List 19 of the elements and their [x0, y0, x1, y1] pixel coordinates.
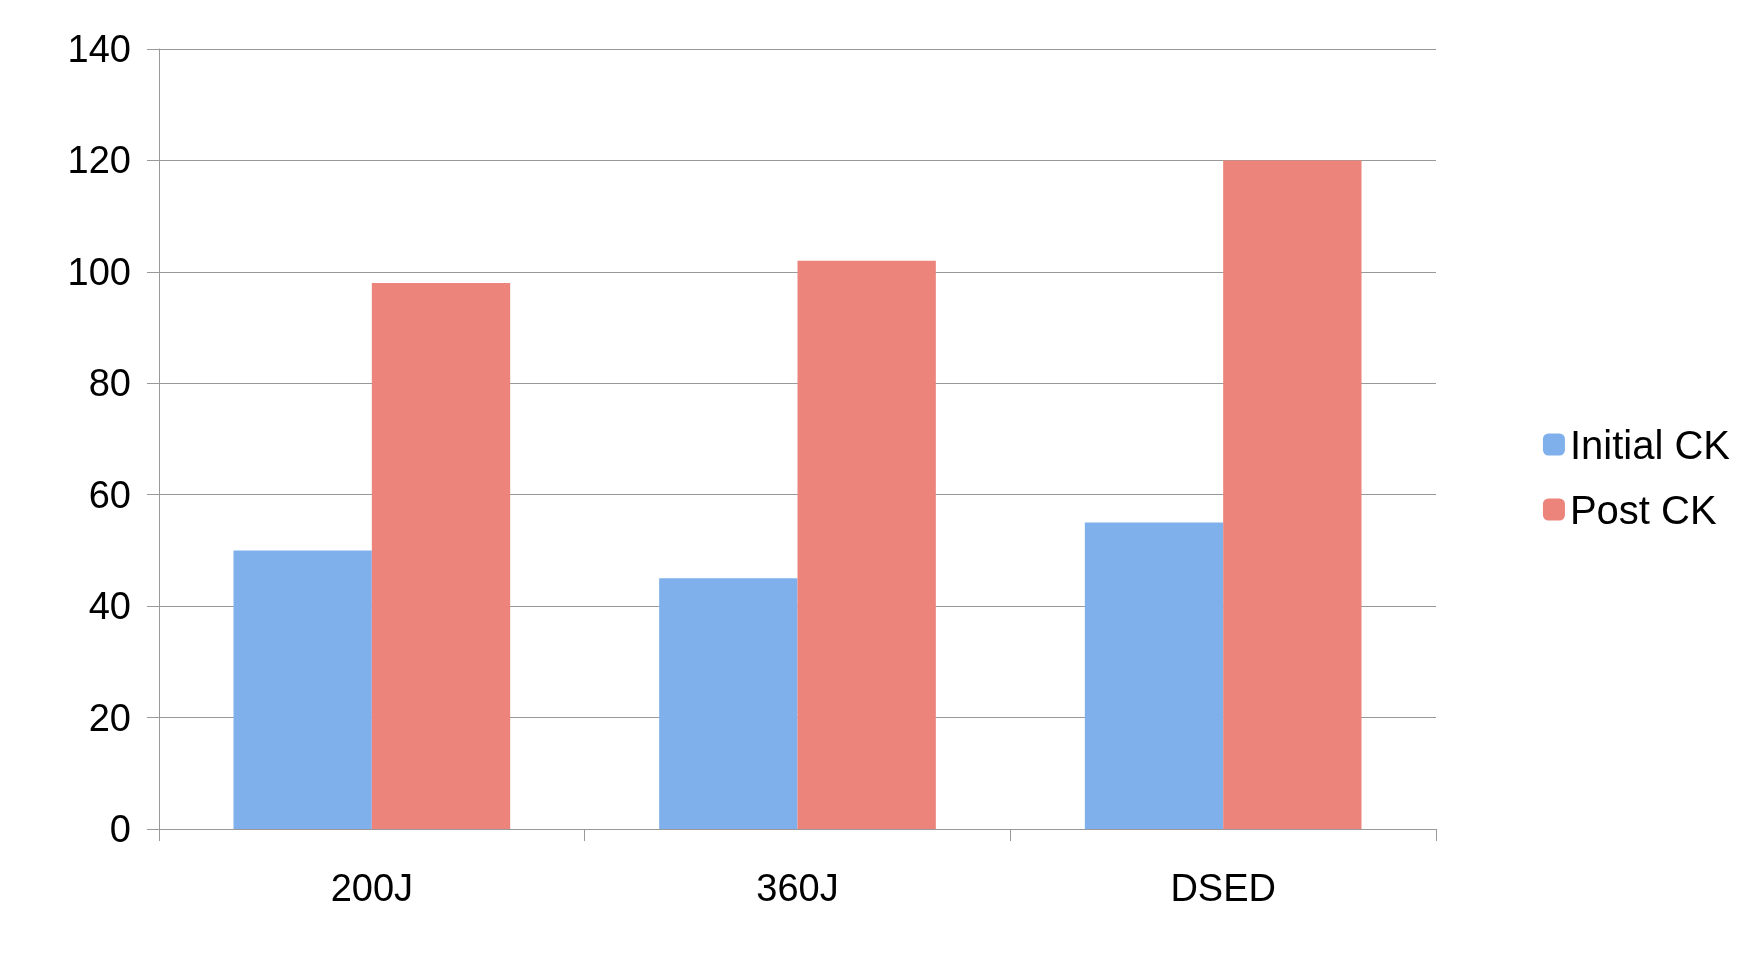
bar — [1084, 522, 1224, 829]
y-tick-label: 40 — [88, 585, 131, 628]
x-tick-label: 200J — [330, 867, 414, 909]
x-tick-label: 360J — [756, 867, 839, 909]
bar — [659, 578, 798, 829]
y-tick-label: 100 — [67, 250, 131, 293]
x-tick-label: DSED — [1170, 867, 1276, 909]
bar — [797, 260, 936, 829]
y-tick-label: 0 — [109, 808, 131, 850]
y-tick-label: 140 — [67, 28, 131, 70]
y-tick-label: 120 — [67, 139, 131, 182]
legend-label: Initial CK — [1569, 422, 1731, 467]
y-tick-label: 20 — [88, 696, 131, 739]
y-tick-label: 60 — [88, 473, 131, 516]
legend-label: Post CK — [1569, 487, 1717, 532]
y-tick-label: 80 — [88, 362, 131, 405]
bar — [1223, 160, 1362, 829]
bar — [233, 550, 372, 829]
bar — [371, 283, 511, 829]
